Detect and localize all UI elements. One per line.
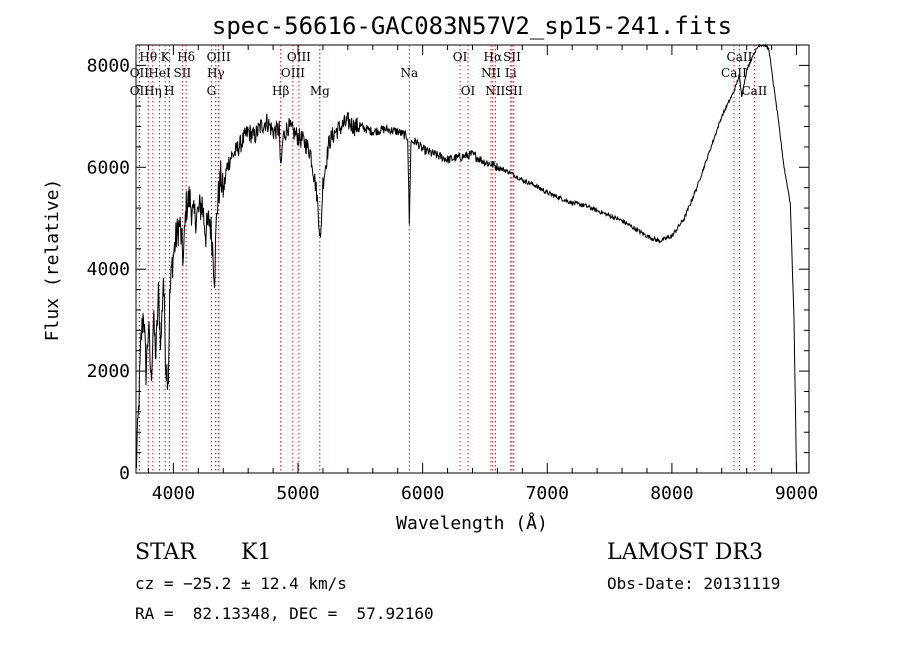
marker-label-0: Hθ [139, 50, 157, 64]
x-tick-label: 5000 [276, 483, 319, 504]
coordinates-label: RA = 82.13348, DEC = 57.92160 [135, 604, 434, 623]
marker-label-3: Hη [144, 84, 162, 98]
x-tick-label: 4000 [152, 483, 195, 504]
marker-label-21: NII [485, 84, 505, 98]
y-tick-label: 4000 [87, 259, 130, 280]
chart-title: spec-56616-GAC083N57V2_sp15-241.fits [212, 12, 732, 40]
redshift-label: cz = −25.2 ± 12.4 km/s [135, 574, 347, 593]
marker-label-22: SII [503, 50, 521, 64]
marker-label-8: Hδ [177, 50, 195, 64]
class-label: STAR [135, 540, 196, 565]
marker-label-14: OIII [281, 66, 305, 80]
x-tick-label: 7000 [526, 483, 569, 504]
marker-label-6: H [164, 84, 174, 98]
marker-label-9: OIII [207, 50, 231, 64]
marker-label-4: HeI [148, 66, 171, 80]
marker-label-17: OI [453, 50, 468, 64]
plot-frame [135, 44, 810, 474]
y-tick-label: 0 [119, 463, 130, 484]
marker-label-18: OI [461, 84, 476, 98]
survey-label: LAMOST DR3 [607, 540, 763, 565]
marker-label-19: Hα [484, 50, 503, 64]
y-tick-label: 8000 [87, 55, 130, 76]
marker-label-5: K [161, 50, 171, 64]
subclass-label: K1 [241, 540, 272, 565]
y-axis-label: Flux (relative) [42, 179, 63, 342]
marker-label-16: Na [400, 66, 418, 80]
x-tick-label: 8000 [650, 483, 693, 504]
marker-label-13: OIII [287, 50, 311, 64]
marker-label-1: OII [130, 66, 150, 80]
marker-label-7: SII [174, 66, 192, 80]
marker-label-2: OII [130, 84, 150, 98]
marker-label-15: Mg [310, 84, 330, 98]
axis-tick-labels: 4000 5000 6000 7000 8000 9000 0 2000 4000 6000 800… [87, 55, 819, 504]
x-tick-label: 6000 [401, 483, 444, 504]
y-tick-label: 6000 [87, 157, 130, 178]
line-marker-lines [138, 45, 755, 473]
spectrum-line [135, 43, 797, 474]
marker-label-24: SII [505, 84, 523, 98]
marker-label-20: NII [481, 66, 501, 80]
axis-ticks [136, 44, 809, 474]
marker-label-10: Hγ [207, 66, 225, 80]
obs-date-label: Obs-Date: 20131119 [607, 574, 781, 593]
marker-label-25: CaII [727, 50, 753, 64]
y-tick-label: 2000 [87, 361, 130, 382]
x-tick-label: 9000 [775, 483, 818, 504]
marker-label-23: Li [505, 66, 517, 80]
x-axis-label: Wavelength (Å) [396, 512, 548, 534]
marker-label-11: G [207, 84, 217, 98]
marker-label-26: CaII [721, 66, 747, 80]
marker-label-27: CaII [741, 84, 767, 98]
marker-label-12: Hβ [272, 84, 289, 98]
